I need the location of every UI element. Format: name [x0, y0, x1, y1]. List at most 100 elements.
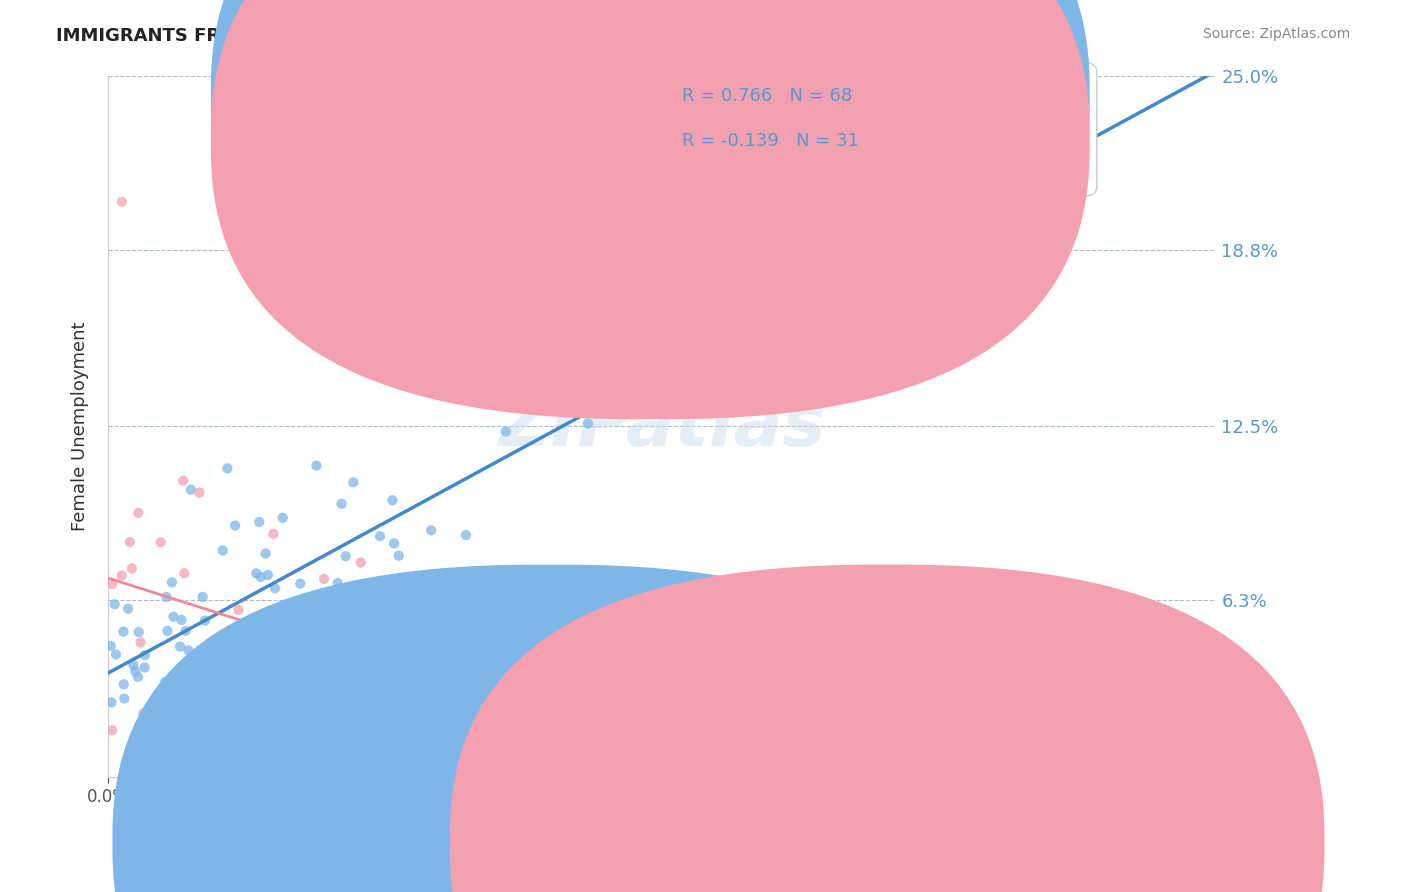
Point [247, 515, 270, 529]
Point [224, 518, 246, 533]
Point [382, 536, 405, 550]
Point [198, 699, 221, 714]
Point [983, 209, 1005, 223]
Point [389, 625, 412, 640]
Point [160, 575, 183, 590]
Point [211, 543, 233, 558]
Point [129, 635, 152, 649]
Point [155, 590, 177, 604]
Point [271, 511, 294, 525]
Point [254, 546, 277, 560]
Point [305, 458, 328, 473]
Point [217, 712, 239, 726]
Point [257, 568, 280, 582]
Point [174, 624, 197, 638]
Point [388, 549, 411, 563]
Point [260, 677, 283, 691]
Point [335, 549, 357, 564]
Text: R = 0.766   N = 68: R = 0.766 N = 68 [682, 87, 852, 105]
Point [117, 601, 139, 615]
Point [112, 624, 135, 639]
Point [283, 687, 305, 701]
Point [330, 497, 353, 511]
Point [132, 706, 155, 721]
Point [124, 665, 146, 679]
Point [215, 739, 238, 754]
Point [104, 597, 127, 611]
Point [219, 640, 242, 655]
Point [188, 485, 211, 500]
Point [121, 561, 143, 575]
Point [128, 625, 150, 640]
Point [226, 698, 249, 713]
Point [326, 576, 349, 591]
Point [238, 654, 260, 668]
Point [381, 493, 404, 508]
Point [177, 643, 200, 657]
Point [101, 577, 124, 591]
Point [260, 685, 283, 699]
Point [172, 474, 194, 488]
Point [134, 660, 156, 674]
Point [484, 331, 506, 345]
Point [111, 568, 134, 582]
Point [169, 640, 191, 654]
Text: Source: ZipAtlas.com: Source: ZipAtlas.com [1202, 27, 1350, 41]
Point [308, 592, 330, 607]
Point [420, 523, 443, 537]
Point [207, 686, 229, 700]
Point [790, 251, 813, 265]
Point [194, 614, 217, 628]
Point [222, 742, 245, 756]
Text: ZIPatlas: ZIPatlas [499, 392, 825, 461]
Point [350, 556, 373, 570]
Text: R = -0.139   N = 31: R = -0.139 N = 31 [682, 132, 859, 150]
Point [245, 566, 267, 581]
Point [264, 582, 287, 596]
Point [249, 570, 271, 584]
Text: IMMIGRANTS FROM WESTERN AFRICA VS UGANDAN FEMALE UNEMPLOYMENT CORRELATION CHART: IMMIGRANTS FROM WESTERN AFRICA VS UGANDA… [56, 27, 1062, 45]
Point [127, 506, 149, 520]
Point [429, 575, 451, 590]
Point [166, 700, 188, 714]
Point [156, 624, 179, 638]
Point [290, 576, 312, 591]
Point [122, 658, 145, 673]
Y-axis label: Female Unemployment: Female Unemployment [72, 322, 89, 531]
Point [368, 529, 391, 543]
Point [343, 742, 366, 756]
Point [155, 674, 177, 689]
Point [512, 344, 534, 359]
Point [454, 528, 477, 542]
Point [217, 461, 239, 475]
Point [100, 695, 122, 709]
Point [827, 287, 849, 301]
Point [101, 723, 124, 738]
Point [112, 677, 135, 691]
Point [134, 648, 156, 662]
Point [149, 535, 172, 549]
Point [162, 609, 184, 624]
Point [173, 566, 195, 581]
Text: Immigrants from Western Africa: Immigrants from Western Africa [574, 832, 839, 850]
Point [250, 659, 273, 673]
Point [309, 613, 332, 627]
Point [180, 483, 202, 497]
Point [606, 354, 628, 368]
Point [262, 526, 284, 541]
Point [228, 603, 250, 617]
Point [229, 646, 252, 660]
Point [299, 708, 322, 723]
Text: Ugandans: Ugandans [911, 832, 994, 850]
Point [127, 670, 149, 684]
Point [576, 417, 599, 431]
Point [342, 475, 364, 490]
Point [177, 709, 200, 723]
Point [312, 572, 335, 586]
Point [139, 714, 162, 728]
Point [284, 627, 307, 641]
Point [375, 607, 398, 622]
Point [170, 613, 193, 627]
Point [111, 194, 134, 209]
Point [145, 708, 167, 723]
